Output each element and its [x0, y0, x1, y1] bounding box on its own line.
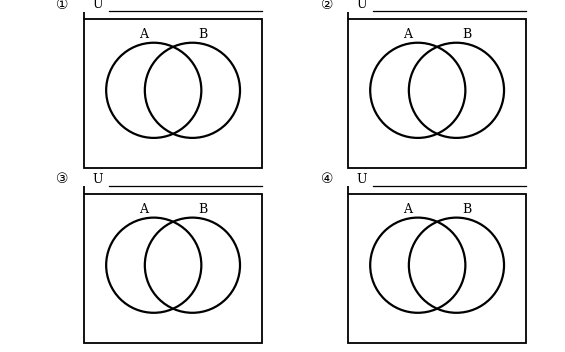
Bar: [84, 19, 262, 168]
Bar: [348, 194, 527, 342]
Text: ①: ①: [56, 0, 69, 12]
Text: ③: ③: [56, 172, 69, 187]
Text: B: B: [198, 28, 207, 41]
Polygon shape: [370, 218, 466, 313]
Bar: [348, 19, 527, 168]
Text: A: A: [139, 28, 148, 41]
Polygon shape: [409, 43, 504, 138]
Text: A: A: [139, 203, 148, 216]
Text: A: A: [403, 203, 412, 216]
Text: B: B: [198, 203, 207, 216]
Polygon shape: [106, 43, 201, 138]
Bar: [84, 194, 262, 342]
Polygon shape: [145, 218, 240, 313]
Text: U: U: [93, 172, 103, 186]
Text: B: B: [462, 203, 471, 216]
Text: U: U: [357, 0, 367, 11]
Text: B: B: [462, 28, 471, 41]
Text: U: U: [357, 172, 367, 186]
Text: ④: ④: [320, 172, 333, 187]
Text: ②: ②: [320, 0, 333, 12]
Polygon shape: [409, 218, 504, 313]
Text: U: U: [93, 0, 103, 11]
Text: A: A: [403, 28, 412, 41]
